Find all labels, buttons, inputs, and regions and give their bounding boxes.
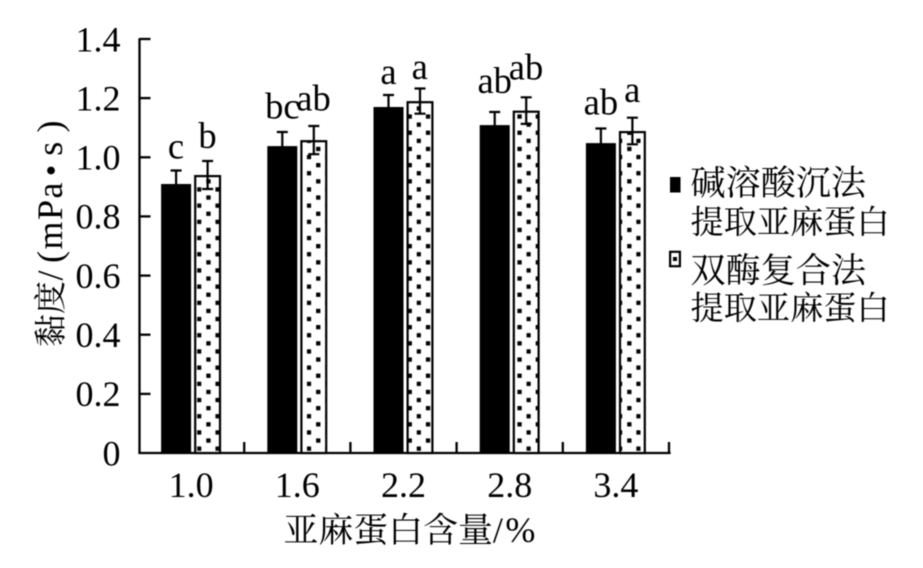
svg-text:b: b (198, 115, 216, 156)
svg-text:): ) (30, 121, 70, 133)
svg-text:2.2: 2.2 (381, 465, 426, 505)
svg-text:s: s (30, 142, 70, 156)
svg-text:(mPa: (mPa (30, 181, 70, 263)
svg-text:ab: ab (584, 82, 618, 123)
svg-text:0.8: 0.8 (76, 197, 121, 237)
svg-text:1.0: 1.0 (169, 465, 214, 505)
svg-text:bc: bc (265, 86, 299, 127)
svg-text:0: 0 (103, 433, 121, 473)
svg-text:ab: ab (296, 77, 330, 118)
svg-text:0.4: 0.4 (76, 315, 121, 355)
svg-text:c: c (168, 126, 184, 167)
svg-text:/: / (30, 270, 70, 280)
svg-text:a: a (412, 46, 428, 87)
svg-text:a: a (380, 51, 396, 92)
svg-text:0.6: 0.6 (76, 256, 121, 296)
svg-text:ab: ab (477, 60, 511, 101)
svg-text:0.2: 0.2 (76, 374, 121, 414)
svg-text:/%: /% (493, 510, 538, 550)
svg-text:a: a (624, 69, 640, 110)
svg-text:2.8: 2.8 (487, 465, 532, 505)
svg-text:1.0: 1.0 (76, 138, 121, 178)
svg-text:1.2: 1.2 (76, 78, 121, 118)
svg-text:1.6: 1.6 (275, 465, 320, 505)
svg-text:ab: ab (509, 47, 543, 88)
svg-text:1.4: 1.4 (76, 19, 121, 59)
svg-text:3.4: 3.4 (593, 465, 638, 505)
